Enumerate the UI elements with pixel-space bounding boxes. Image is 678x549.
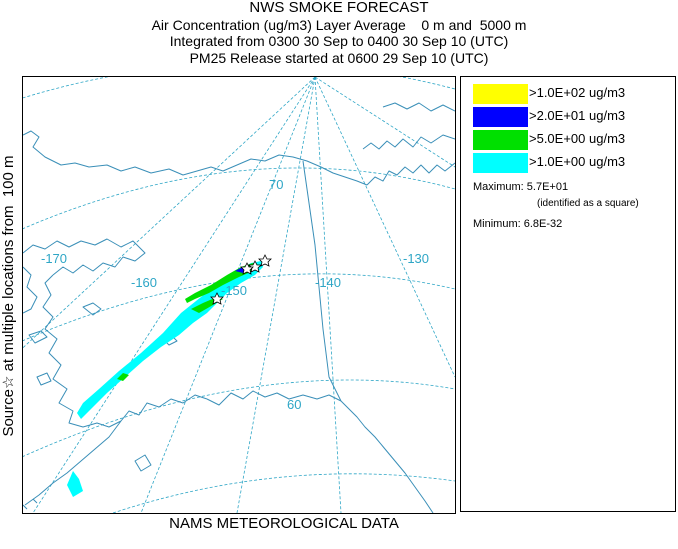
source-star-1	[258, 254, 272, 267]
island-north	[382, 102, 455, 112]
alaska-peninsula	[24, 420, 122, 506]
maximum-note: (identified as a square)	[537, 198, 639, 209]
label-lon-140: -140	[315, 275, 341, 290]
meridian-180	[23, 77, 316, 349]
graticule-labels: 70 60 -170 -160 -150 -140 -130	[41, 177, 429, 412]
chukotka	[23, 266, 38, 314]
parallel-55	[112, 473, 455, 513]
kodiak-island	[134, 454, 152, 472]
label-lon-150: -150	[221, 283, 247, 298]
chart-title: NWS SMOKE FORECAST Air Concentration (ug…	[0, 0, 678, 66]
plume-contour-green	[185, 263, 259, 303]
source-star-2	[248, 260, 262, 273]
canada-islands	[362, 134, 455, 150]
label-lon-170: -170	[41, 251, 67, 266]
title-line-3: Integrated from 0300 30 Sep to 0400 30 S…	[169, 33, 509, 49]
alaska-west-coast	[42, 274, 122, 428]
label-lat-70: 70	[269, 177, 283, 192]
meridian-120	[314, 77, 455, 168]
parallel-65	[23, 273, 455, 342]
legend-label: >1.0E+02 ug/m3	[529, 85, 626, 100]
meridian-130	[314, 77, 455, 378]
minimum-value: Minimum: 6.8E-32	[473, 218, 563, 230]
canada-arctic-coast	[366, 162, 455, 186]
legend-label: >5.0E+00 ug/m3	[529, 131, 626, 146]
map-panel: 70 60 -170 -160 -150 -140 -130	[22, 76, 456, 514]
source-star-3	[240, 262, 254, 275]
title-line-1: NWS SMOKE FORECAST	[249, 0, 429, 16]
seward-peninsula	[23, 238, 146, 276]
title-line-4: PM25 Release started at 0600 29 Sep 10 (…	[189, 49, 489, 66]
st-lawrence-island	[28, 330, 48, 344]
label-lon-130: -130	[403, 251, 429, 266]
data-source-label: NAMS METEOROLOGICAL DATA	[169, 515, 399, 532]
canada-border	[302, 160, 342, 402]
legend-swatch-green	[473, 130, 528, 150]
parallel-75	[23, 77, 455, 99]
title-line-2: Air Concentration (ug/m3) Layer Average …	[151, 16, 527, 33]
legend-swatch-cyan	[473, 153, 528, 173]
maximum-value: Maximum: 5.7E+01	[473, 181, 569, 193]
parallel-60	[23, 379, 455, 457]
source-markers	[210, 254, 272, 305]
aleutian-islands	[23, 498, 38, 510]
legend-swatch-blue	[473, 107, 528, 127]
alaska-north-west-coast	[23, 130, 368, 186]
inland-lake-1	[82, 302, 102, 316]
map-canvas: 70 60 -170 -160 -150 -140 -130	[23, 77, 455, 513]
label-lon-160: -160	[131, 275, 157, 290]
legend-swatch-yellow	[473, 84, 528, 104]
parallel-70	[23, 167, 455, 230]
source-star-4	[210, 292, 224, 305]
graticule	[23, 77, 455, 513]
bristol-bay	[120, 394, 208, 422]
source-label: Source☆ at multiple locations from 100 m	[0, 155, 17, 437]
coastline	[23, 102, 455, 513]
meridian-170	[32, 77, 316, 513]
label-lat-60: 60	[287, 397, 301, 412]
plume-contour-cyan-small	[67, 471, 83, 497]
plume-contour-green-3	[117, 373, 129, 381]
smoke-plume	[67, 254, 272, 497]
legend-label: >1.0E+00 ug/m3	[529, 154, 626, 169]
meridian-160	[140, 77, 316, 513]
meridian-140	[314, 77, 342, 513]
legend-panel: >1.0E+02 ug/m3 >2.0E+01 ug/m3 >5.0E+00 u…	[460, 76, 676, 512]
nunivak-island	[36, 372, 52, 386]
southeast-alaska	[340, 400, 434, 513]
meridian-150	[236, 77, 316, 513]
cook-inlet-gulf	[206, 390, 342, 406]
legend-label: >2.0E+01 ug/m3	[529, 108, 626, 123]
